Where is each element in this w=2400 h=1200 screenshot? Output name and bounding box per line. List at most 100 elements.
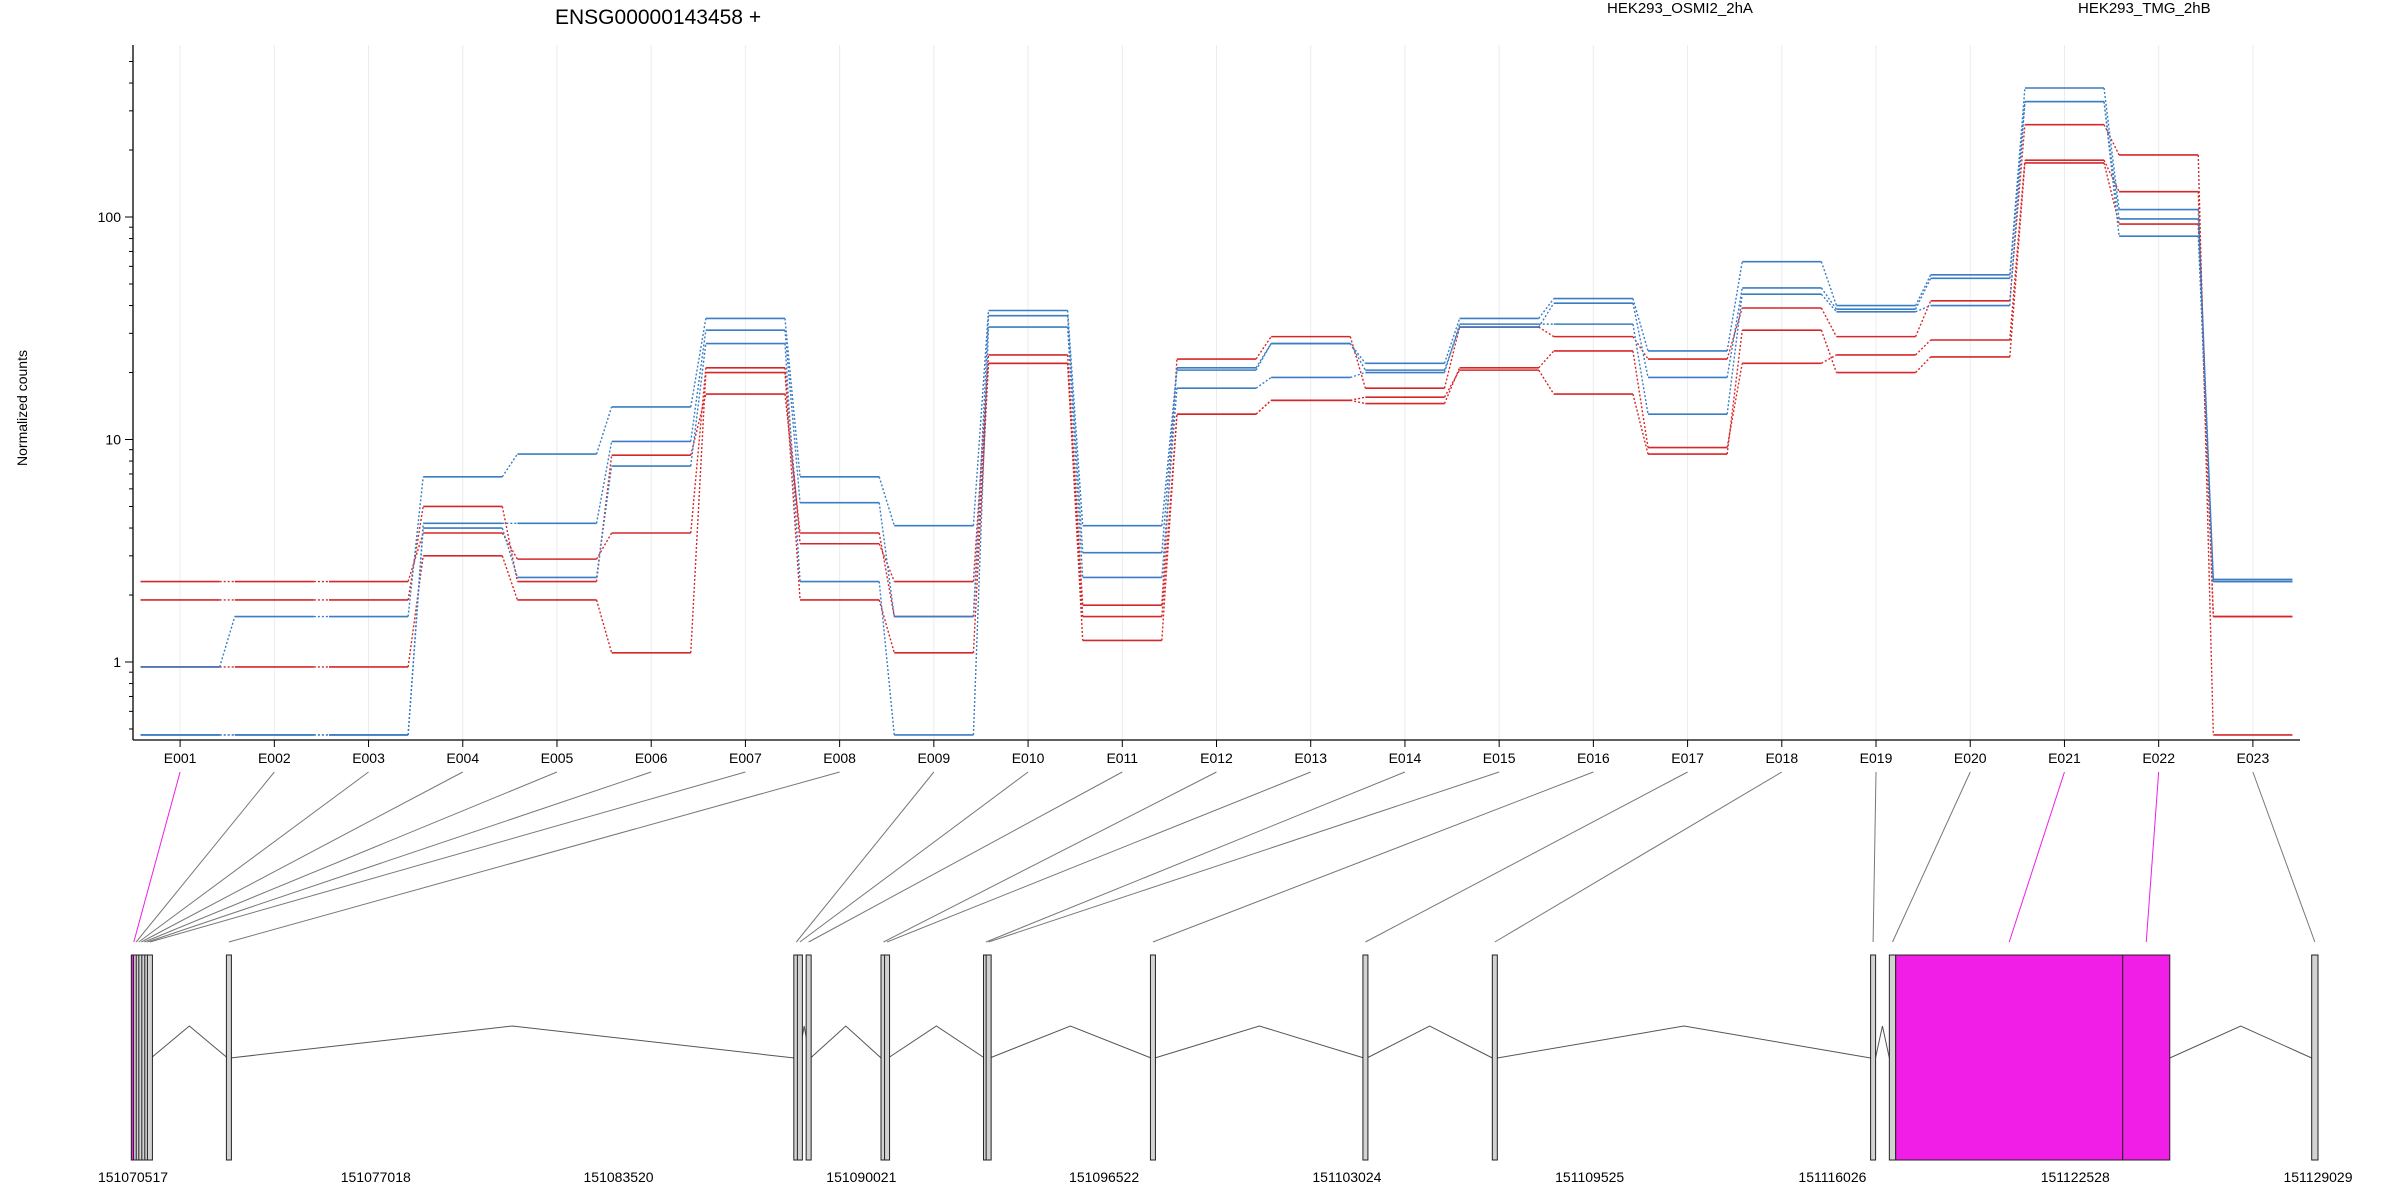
exon-bin: [1870, 954, 1877, 1161]
exon-bin: [985, 954, 992, 1161]
bin-connector: [2252, 771, 2316, 943]
series-connector: [2103, 101, 2120, 237]
bin-connector: [883, 771, 1217, 943]
series-connector: [501, 555, 519, 601]
series-connector: [595, 406, 613, 455]
series-connector: [1726, 287, 1743, 378]
series-connector: [1443, 367, 1461, 404]
bin-connector: [141, 771, 463, 943]
series-connector: [407, 506, 424, 601]
series-connector: [1538, 298, 1555, 319]
coordinate-label: 151077018: [341, 1169, 411, 1185]
y-axis: 1 10 100: [98, 45, 134, 740]
bin-connector: [1872, 771, 1877, 943]
legend-tmg: HEK293_TMG_2hB: [2078, 0, 2211, 17]
series-connector: [1821, 354, 1837, 364]
x-tick-label: E011: [1106, 750, 1138, 766]
series-connector: [690, 343, 707, 467]
series-connector: [2103, 124, 2120, 156]
series-connector: [1726, 363, 1743, 448]
bin-connector: [799, 771, 1029, 943]
y-tick-label: 10: [105, 432, 121, 448]
series-connector: [1443, 323, 1461, 373]
x-tick-label: E021: [2048, 750, 2081, 766]
series-connector: [1915, 304, 1931, 313]
series-connector: [1443, 369, 1461, 398]
series: [140, 100, 2293, 736]
bin-connector: [988, 771, 1500, 943]
series-connector: [690, 372, 707, 653]
bin-connector: [808, 771, 1123, 943]
series-connector: [595, 441, 613, 524]
series-connector: [1350, 399, 1366, 405]
series-connector: [1255, 343, 1272, 369]
intron: [989, 1025, 1152, 1059]
series-connector: [972, 315, 990, 617]
series-connector: [784, 318, 801, 477]
x-tick-label: E003: [352, 750, 385, 766]
gene-model: [130, 954, 2319, 1161]
bin-connector: [1365, 771, 1688, 943]
x-tick-label: E007: [729, 750, 762, 766]
x-tick-label: E008: [823, 750, 856, 766]
x-tick-label: E017: [1671, 750, 1704, 766]
series-connector: [1726, 294, 1743, 415]
bin-connector: [1152, 771, 1594, 943]
series-connector: [690, 318, 707, 408]
series-connector: [878, 599, 895, 653]
intron: [1497, 1025, 1871, 1059]
series-connector: [1255, 399, 1272, 415]
bin-connector: [2145, 771, 2160, 943]
series-connector: [690, 393, 707, 456]
x-tick-label: E005: [541, 750, 574, 766]
series-connector: [1255, 336, 1272, 360]
x-tick-label: E016: [1577, 750, 1610, 766]
intron: [1366, 1025, 1493, 1059]
series-connector: [501, 453, 518, 478]
series-connector: [501, 527, 519, 578]
series-connector: [1632, 298, 1649, 352]
coordinate-label: 151129029: [2283, 1169, 2352, 1185]
series-connector: [1161, 367, 1178, 526]
x-tick-label: E002: [258, 750, 291, 766]
series-connector: [1820, 307, 1838, 337]
series-connector: [1350, 371, 1366, 379]
series-connector: [784, 372, 801, 601]
legend-osmi2: HEK293_OSMI2_2hA: [1607, 0, 1753, 17]
series-connector: [1066, 310, 1084, 526]
series-connector: [1538, 350, 1555, 369]
series-connector: [1632, 303, 1649, 378]
coordinate-label: 151122528: [2041, 1169, 2110, 1185]
series: [140, 87, 2293, 668]
series-connector: [972, 327, 990, 735]
x-tick-label: E006: [635, 750, 668, 766]
series-connector: [595, 455, 613, 582]
series-connector: [2103, 159, 2120, 192]
series-connector: [219, 616, 236, 668]
x-tick-label: E023: [2237, 750, 2270, 766]
series-lines: [140, 87, 2293, 736]
series-connector: [2009, 101, 2026, 279]
bin-connector: [147, 771, 652, 943]
x-tick-label: E009: [917, 750, 950, 766]
exon-bin: [1895, 954, 2124, 1161]
bin-connector: [138, 771, 369, 943]
intron: [1875, 1025, 1890, 1059]
series-connector: [1915, 339, 1932, 356]
series-connector: [1820, 329, 1838, 373]
bin-connector: [1892, 771, 1971, 943]
x-tick-label: E019: [1860, 750, 1893, 766]
y-tick-label: 100: [98, 209, 122, 225]
series-connector: [1632, 324, 1649, 415]
coordinate-label: 151070517: [98, 1169, 168, 1185]
y-tick-label: 1: [113, 654, 121, 670]
series-connector: [972, 363, 990, 653]
chart-title: ENSG00000143458 +: [555, 6, 761, 29]
coordinate-label: 151096522: [1069, 1169, 1139, 1185]
series-connector: [1443, 326, 1461, 389]
exon-bin: [1888, 954, 1897, 1161]
series-connector: [1538, 302, 1555, 328]
coordinate-axis: 151070517 151077018 151083520 151090021 1510…: [98, 1169, 2353, 1185]
intron: [887, 1025, 985, 1059]
